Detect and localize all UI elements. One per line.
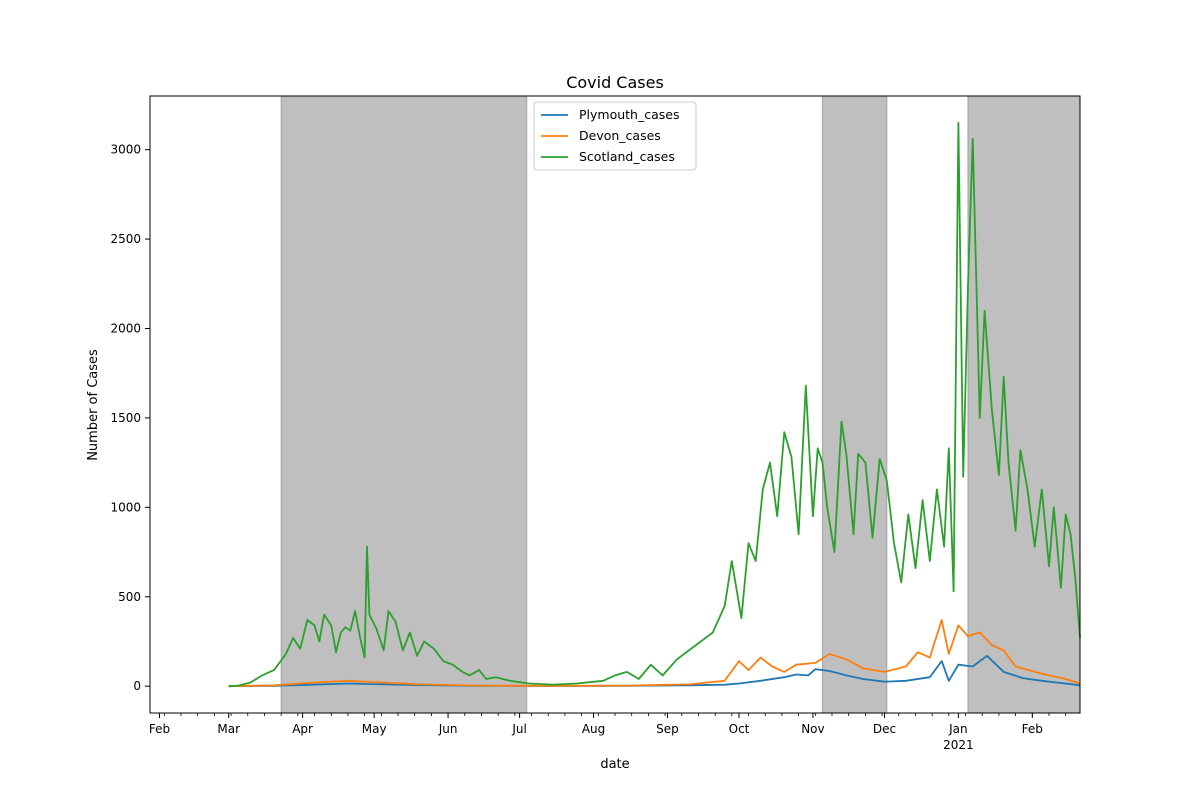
y-tick-label: 2500 bbox=[110, 232, 141, 246]
chart-title: Covid Cases bbox=[566, 73, 664, 92]
y-tick-label: 0 bbox=[133, 679, 141, 693]
y-tick-label: 1000 bbox=[110, 500, 141, 514]
x-tick-label: Nov bbox=[801, 722, 824, 736]
x-tick-label: Mar bbox=[217, 722, 240, 736]
y-tick-label: 500 bbox=[118, 590, 141, 604]
shaded-period-3 bbox=[967, 95, 1081, 714]
legend-box bbox=[533, 101, 697, 171]
shaded-periods bbox=[280, 95, 1081, 714]
x-tick-label: Feb bbox=[1022, 722, 1043, 736]
legend: Plymouth_cases Devon_cases Scotland_cases bbox=[533, 101, 697, 171]
x-tick-label: Dec bbox=[873, 722, 896, 736]
x-tick-label: Jun bbox=[438, 722, 458, 736]
series-line-devon-cases bbox=[228, 619, 1081, 688]
x-axis-label: date bbox=[600, 757, 629, 772]
series-line-scotland-cases bbox=[228, 121, 1081, 688]
y-axis-label: Number of Cases bbox=[86, 349, 101, 461]
y-tick-label: 3000 bbox=[110, 143, 141, 157]
x-tick-label: Sep bbox=[656, 722, 679, 736]
x-tick-label: Feb bbox=[149, 722, 170, 736]
legend-label-plymouth-cases: Plymouth_cases bbox=[579, 107, 679, 122]
shaded-period-2 bbox=[821, 95, 888, 714]
x-tick-label: Jan bbox=[948, 722, 968, 736]
x-tick-label: Oct bbox=[729, 722, 750, 736]
y-tick-label: 1500 bbox=[110, 411, 141, 425]
legend-label-devon-cases: Devon_cases bbox=[579, 128, 661, 143]
y-tick-label: 2000 bbox=[110, 321, 141, 335]
x-tick-label: Aug bbox=[582, 722, 605, 736]
shaded-period-1 bbox=[280, 95, 528, 714]
x-axis-ticks: Feb Mar Apr May Jun Jul Aug Sep Oct Nov Dec Jan Feb 2… bbox=[149, 713, 1067, 752]
x-tick-label: May bbox=[362, 722, 387, 736]
y-axis-ticks: 0 500 1000 1500 2000 2500 3000 bbox=[110, 143, 150, 693]
series-lines bbox=[228, 121, 1081, 688]
x-tick-label: Jul bbox=[511, 722, 526, 736]
legend-label-scotland-cases: Scotland_cases bbox=[579, 149, 675, 164]
x-tick-label: Apr bbox=[292, 722, 313, 736]
x-year-label: 2021 bbox=[943, 738, 974, 752]
